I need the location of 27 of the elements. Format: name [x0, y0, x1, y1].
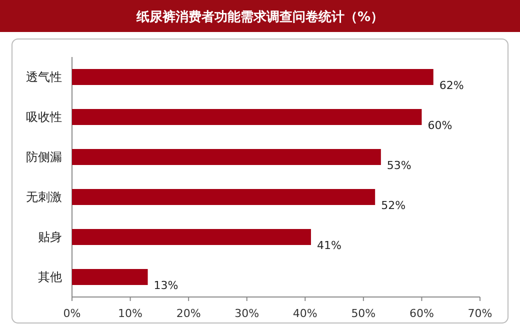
x-tick-label: 10%: [118, 307, 143, 320]
bar: [72, 269, 148, 285]
y-tick-label: 吸收性: [26, 110, 62, 124]
y-tick-label: 透气性: [26, 70, 62, 84]
bar: [72, 229, 311, 245]
bar: [72, 69, 434, 85]
chart-title: 纸尿裤消费者功能需求调查问卷统计（%）: [135, 9, 384, 25]
bar: [72, 189, 376, 205]
x-tick-label: 50%: [351, 307, 376, 320]
data-label: 13%: [154, 279, 178, 292]
bar: [72, 149, 381, 165]
y-tick-label: 其他: [38, 270, 62, 284]
data-label: 41%: [316, 239, 342, 252]
x-tick-label: 70%: [468, 307, 492, 320]
y-tick-label: 防侧漏: [26, 150, 62, 164]
x-tick-label: 30%: [234, 307, 260, 320]
x-tick-label: 0%: [63, 307, 81, 320]
x-tick-label: 60%: [409, 307, 434, 320]
data-label: 53%: [386, 159, 412, 172]
y-tick-label: 无刺激: [26, 190, 62, 204]
data-label: 52%: [381, 199, 406, 212]
data-label: 62%: [439, 79, 464, 92]
y-tick-label: 贴身: [38, 230, 62, 244]
x-tick-label: 20%: [176, 307, 201, 320]
bar: [72, 109, 422, 125]
x-tick-label: 40%: [292, 307, 318, 320]
data-label: 60%: [428, 119, 452, 132]
